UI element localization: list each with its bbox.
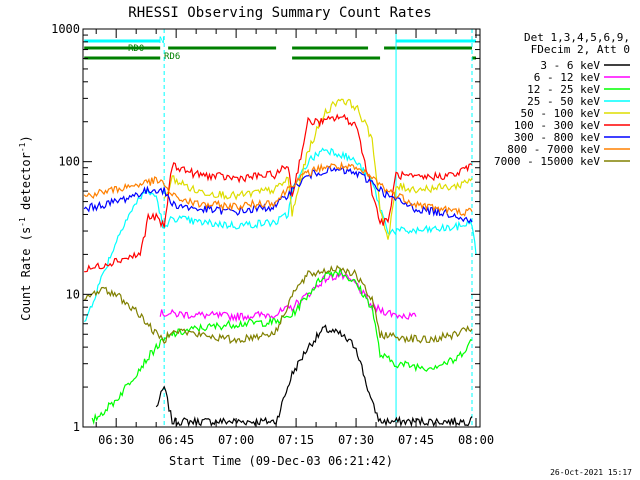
series-line-100-300-kev bbox=[84, 113, 473, 273]
chart-title: RHESSI Observing Summary Count Rates bbox=[128, 5, 431, 21]
y-axis-label-base: Count Rate (s bbox=[19, 227, 33, 321]
footer-timestamp: 26-Oct-2021 15:17 bbox=[550, 468, 632, 477]
x-tick-label: 06:45 bbox=[158, 433, 194, 447]
legend-label-25-50-kev: 25 - 50 keV bbox=[527, 95, 600, 108]
x-axis: 06:30 06:45 07:00 07:15 07:30 07:45 08:00 bbox=[95, 29, 494, 447]
series-line-3-6-kev bbox=[155, 324, 473, 428]
flag-segments bbox=[84, 39, 477, 60]
y-tick-label: 1 bbox=[73, 420, 80, 434]
x-tick-label: 07:15 bbox=[278, 433, 314, 447]
legend-label-12-25-kev: 12 - 25 keV bbox=[527, 83, 600, 96]
y-axis: 1 10 100 1000 bbox=[51, 22, 480, 434]
x-tick-label: 07:30 bbox=[338, 433, 374, 447]
legend-label-100-300-kev: 100 - 300 keV bbox=[514, 119, 600, 132]
legend-label-50-100-kev: 50 - 100 keV bbox=[521, 107, 601, 120]
x-tick-label: 08:00 bbox=[458, 433, 494, 447]
y-axis-label-exp2: -1 bbox=[18, 142, 27, 152]
x-tick-label: 07:00 bbox=[218, 433, 254, 447]
legend-label-300-800-kev: 300 - 800 keV bbox=[514, 131, 600, 144]
y-axis-label-mid: detector bbox=[19, 152, 33, 217]
series-line-6-12-kev bbox=[159, 270, 417, 323]
legend-header-line2: FDecim 2, Att 0 bbox=[531, 43, 630, 56]
flag-label-rd6: RD6 bbox=[164, 52, 180, 62]
y-tick-label: 10 bbox=[66, 287, 80, 301]
y-axis-label-exp1: -1 bbox=[18, 217, 27, 227]
series-layer bbox=[83, 98, 477, 428]
legend-label-6-12-kev: 6 - 12 keV bbox=[534, 71, 601, 84]
legend-label-7000-15000-kev: 7000 - 15000 keV bbox=[494, 155, 600, 168]
flag-label-n: N bbox=[159, 36, 164, 46]
series-line-800-7000-kev bbox=[83, 160, 473, 217]
series-line-12-25-kev bbox=[91, 267, 473, 425]
y-axis-label: Count Rate (s-1 detector-1) bbox=[18, 135, 33, 320]
series-line-7000-15000-kev bbox=[84, 264, 473, 345]
plot-frame bbox=[82, 28, 481, 428]
series-line-25-50-kev bbox=[83, 147, 477, 323]
y-tick-label: 100 bbox=[58, 155, 80, 169]
legend-label-3-6-kev: 3 - 6 keV bbox=[540, 59, 600, 72]
x-axis-label: Start Time (09-Dec-03 06:21:42) bbox=[169, 454, 393, 468]
x-tick-label: 07:45 bbox=[398, 433, 434, 447]
flag-label-rd0: RD0 bbox=[128, 44, 144, 54]
y-axis-label-end: ) bbox=[19, 135, 33, 142]
legend-label-800-7000-kev: 800 - 7000 keV bbox=[507, 143, 600, 156]
series-line-50-100-kev bbox=[163, 98, 473, 240]
legend-header-line1: Det 1,3,4,5,6,9, bbox=[524, 31, 630, 44]
x-tick-label: 06:30 bbox=[98, 433, 134, 447]
y-tick-label: 1000 bbox=[51, 22, 80, 36]
